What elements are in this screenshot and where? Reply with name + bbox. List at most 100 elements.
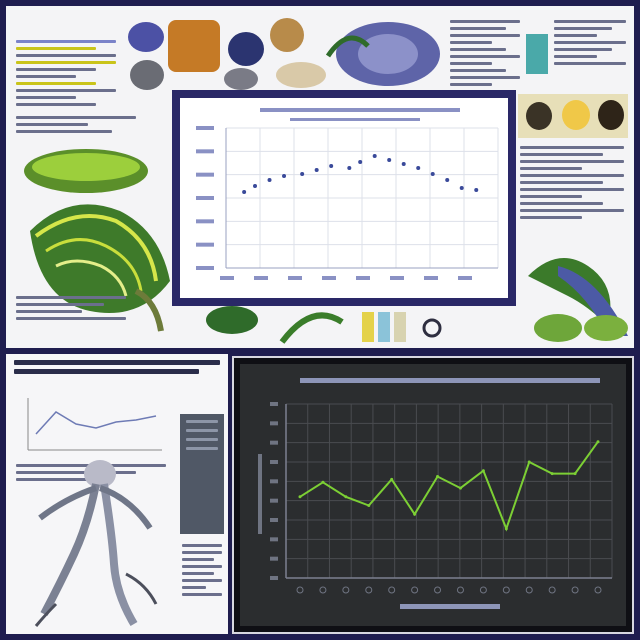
y-tick-label xyxy=(196,172,214,177)
line-point xyxy=(504,527,508,531)
leaf-illustration xyxy=(528,258,628,342)
x-tick-label xyxy=(424,276,438,280)
dark-chart-frame xyxy=(232,356,634,634)
x-tick-label xyxy=(356,276,370,280)
scatter-point xyxy=(430,172,435,176)
scatter-point xyxy=(387,158,392,162)
chart-subtitle-bar xyxy=(290,118,420,121)
x-tick-label xyxy=(571,586,579,594)
scatter-point xyxy=(416,166,421,170)
scatter-point xyxy=(474,188,479,192)
x-tick-label xyxy=(365,586,373,594)
top-right-text-block xyxy=(450,20,520,90)
line-point xyxy=(321,480,325,484)
y-axis-label-bar xyxy=(258,454,262,534)
y-tick-label xyxy=(270,518,278,522)
top-scatter-chart xyxy=(196,108,499,280)
scatter-point xyxy=(459,186,464,190)
scatter-point xyxy=(401,162,406,166)
x-tick-label xyxy=(479,586,487,594)
x-tick-label xyxy=(548,586,556,594)
gray-stone xyxy=(130,60,164,90)
x-tick-label xyxy=(456,586,464,594)
top-left-text-block xyxy=(16,40,116,110)
brown-sphere xyxy=(270,18,304,52)
blue-object xyxy=(128,22,164,52)
x-tick-label xyxy=(322,276,336,280)
line-point xyxy=(298,495,302,499)
scatter-point xyxy=(329,164,334,168)
line-point xyxy=(481,469,485,473)
top-right-text-block-3 xyxy=(520,146,624,223)
chart-title-bar xyxy=(260,108,460,112)
line-point xyxy=(458,486,462,490)
specimen-strip xyxy=(206,306,442,344)
x-tick-label xyxy=(525,586,533,594)
line-point xyxy=(573,472,577,476)
x-tick-label xyxy=(296,586,304,594)
x-tick-label xyxy=(254,276,268,280)
coral-illustration xyxy=(325,22,440,86)
scatter-point xyxy=(445,178,450,182)
mini-line-chart xyxy=(27,398,162,451)
y-tick-label xyxy=(196,196,214,200)
x-tick-label xyxy=(319,586,327,594)
top-chart-frame xyxy=(172,90,516,306)
x-tick-label xyxy=(434,586,442,594)
x-tick-label xyxy=(388,586,396,594)
y-tick-label xyxy=(196,242,214,247)
gray-screen-panel xyxy=(180,414,224,534)
top-left-text-block-2 xyxy=(16,116,136,137)
octopus-illustration xyxy=(34,460,158,627)
y-tick-label xyxy=(270,556,278,561)
bottom-left-heading-lines xyxy=(14,360,220,378)
x-tick-label xyxy=(288,276,302,280)
x-tick-label xyxy=(220,276,234,280)
gray-pebble xyxy=(224,68,258,90)
line-point xyxy=(390,477,394,481)
teal-vial xyxy=(526,34,548,74)
top-chart-plot-area xyxy=(180,98,508,298)
y-tick-label xyxy=(270,402,278,406)
top-right-text-block-2 xyxy=(554,20,626,69)
bottom-left-side-text xyxy=(182,544,222,600)
y-tick-label xyxy=(196,266,214,270)
bottom-left-panel xyxy=(6,354,228,634)
y-tick-label xyxy=(270,576,278,580)
plant-illustration xyxy=(24,149,170,332)
scatter-point xyxy=(300,172,305,176)
line-point xyxy=(344,495,348,499)
top-left-caption xyxy=(16,296,126,324)
y-tick-label xyxy=(270,440,278,445)
x-tick-label xyxy=(390,276,404,280)
scatter-point xyxy=(242,190,247,194)
line-point xyxy=(596,440,600,444)
scatter-point xyxy=(372,154,377,158)
y-tick-label xyxy=(270,479,278,484)
dark-line-chart xyxy=(258,378,613,609)
shell-object xyxy=(276,62,326,88)
y-tick-label xyxy=(196,219,214,224)
line-point xyxy=(550,472,554,476)
series-line xyxy=(299,441,599,532)
y-tick-label xyxy=(270,537,278,542)
top-collage-panel xyxy=(6,6,634,348)
y-tick-label xyxy=(270,460,278,464)
scatter-point xyxy=(267,178,272,182)
line-point xyxy=(367,504,371,507)
scatter-point xyxy=(282,174,287,178)
y-tick-label xyxy=(270,498,278,503)
scatter-point xyxy=(358,160,363,164)
chart-title-bar xyxy=(300,378,600,383)
y-tick-label xyxy=(196,126,214,130)
line-point xyxy=(436,475,440,478)
x-tick-label xyxy=(342,586,350,594)
scatter-point xyxy=(314,168,319,172)
scatter-point xyxy=(253,184,258,188)
x-axis-label-bar xyxy=(400,604,500,609)
x-tick-label xyxy=(594,586,602,594)
specimen-tiles xyxy=(518,94,628,138)
x-tick-label xyxy=(411,586,419,594)
x-tick-label xyxy=(458,276,472,280)
line-point xyxy=(527,460,531,464)
